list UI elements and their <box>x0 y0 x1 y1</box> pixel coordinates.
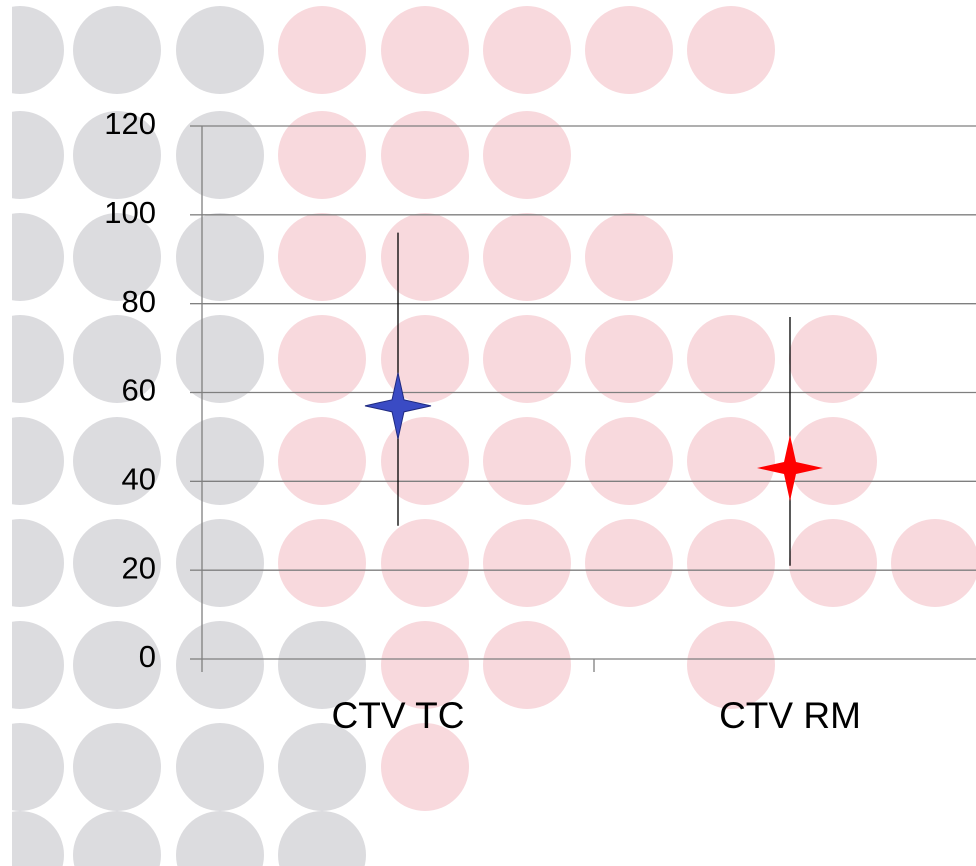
x-tick-label: CTV TC <box>332 695 465 736</box>
dot <box>278 417 366 505</box>
dot <box>176 315 264 403</box>
dot <box>73 723 161 811</box>
dot <box>483 417 571 505</box>
dot <box>381 6 469 94</box>
dot <box>687 315 775 403</box>
dot <box>381 111 469 199</box>
dot <box>585 417 673 505</box>
dot <box>278 723 366 811</box>
dot <box>483 621 571 709</box>
dot <box>585 213 673 301</box>
dot <box>483 519 571 607</box>
dot <box>585 6 673 94</box>
dot <box>176 811 264 866</box>
dot <box>176 213 264 301</box>
margin <box>0 0 12 866</box>
dot <box>176 519 264 607</box>
dot <box>585 315 673 403</box>
dot <box>789 519 877 607</box>
dot <box>176 111 264 199</box>
dot <box>278 811 366 866</box>
dot <box>891 519 976 607</box>
dot <box>789 417 877 505</box>
dot <box>176 6 264 94</box>
dot <box>381 519 469 607</box>
dot <box>585 519 673 607</box>
dot <box>278 315 366 403</box>
dot <box>687 417 775 505</box>
dot <box>483 6 571 94</box>
dot <box>381 417 469 505</box>
y-tick-label: 60 <box>122 373 156 408</box>
y-tick-label: 100 <box>104 195 156 230</box>
dot <box>687 519 775 607</box>
dot <box>381 723 469 811</box>
dot <box>73 6 161 94</box>
dot <box>278 519 366 607</box>
y-tick-label: 20 <box>122 550 156 585</box>
dot <box>278 6 366 94</box>
y-tick-label: 40 <box>122 462 156 497</box>
dot <box>789 315 877 403</box>
dot <box>687 6 775 94</box>
x-tick-label: CTV RM <box>719 695 861 736</box>
dot <box>176 723 264 811</box>
dot <box>176 621 264 709</box>
page: {"chart_data": {"type": "errorbar", "cat… <box>0 0 976 866</box>
dot <box>278 111 366 199</box>
y-tick-label: 0 <box>139 639 156 674</box>
dot <box>483 315 571 403</box>
chart: 0 20 40 60 80 100 120 CTV TC CTV RM <box>0 0 976 866</box>
dot <box>483 111 571 199</box>
dot <box>176 417 264 505</box>
dot <box>73 811 161 866</box>
dot <box>278 213 366 301</box>
dot <box>381 213 469 301</box>
dot <box>483 213 571 301</box>
y-tick-label: 120 <box>104 106 156 141</box>
y-tick-label: 80 <box>122 284 156 319</box>
